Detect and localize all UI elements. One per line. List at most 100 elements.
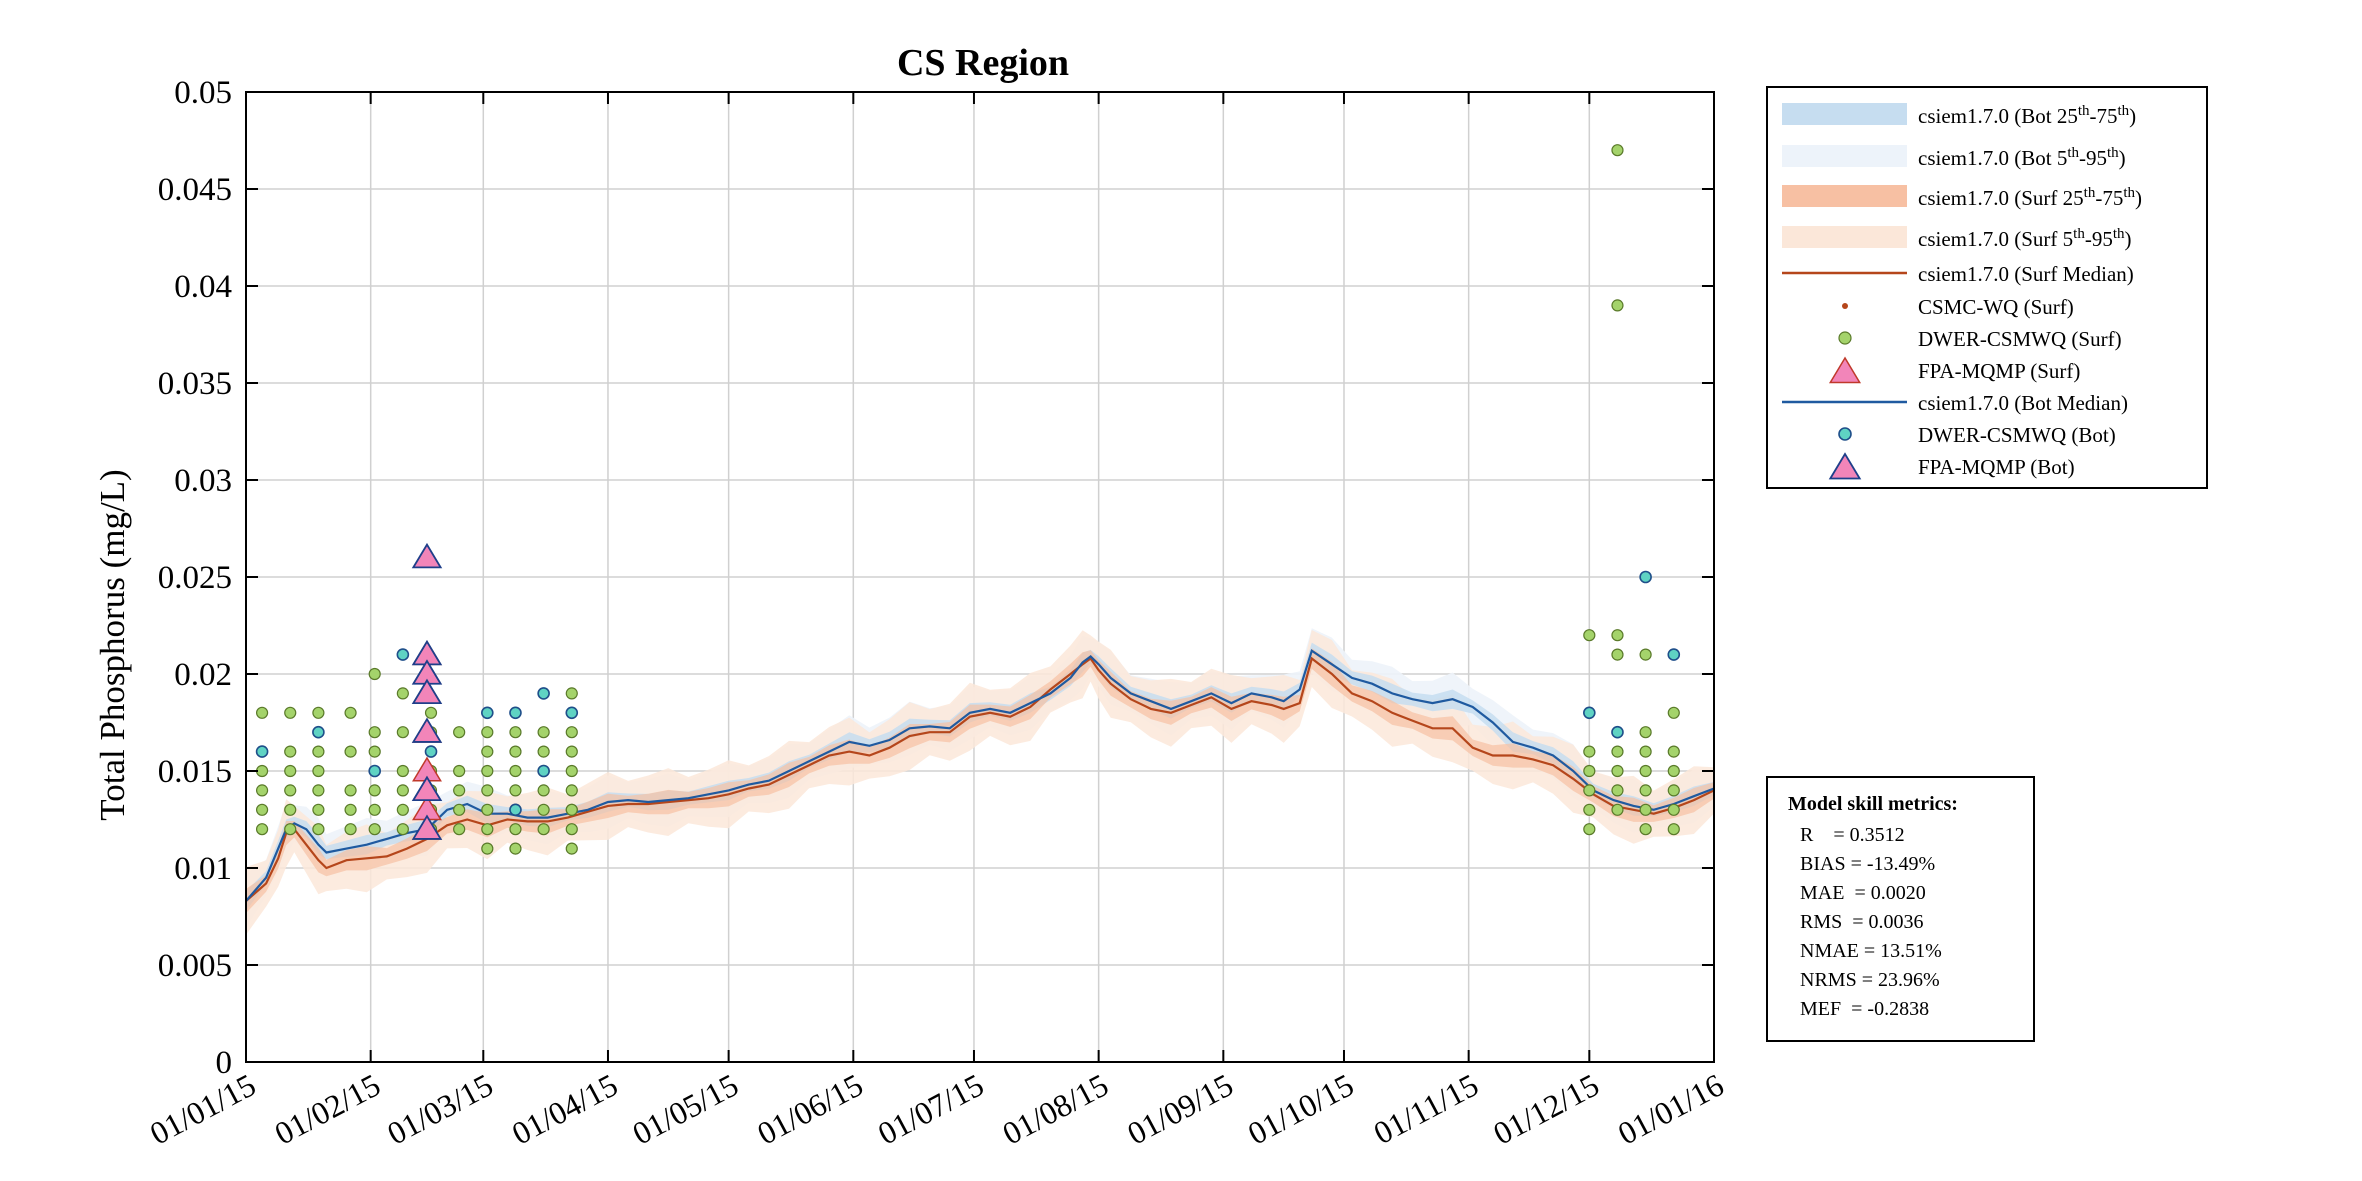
y-tick-label: 0.01 — [174, 851, 232, 887]
legend-label-part: csiem1.7.0 (Bot 5 — [1918, 146, 2067, 170]
legend-entry: DWER-CSMWQ (Surf) — [1838, 327, 2122, 351]
dwer-bot-point — [396, 648, 410, 661]
legend-swatch — [1782, 103, 1907, 125]
legend-entry: DWER-CSMWQ (Bot) — [1838, 423, 2116, 447]
dwer-surf-point — [453, 784, 466, 797]
metric-line: NRMS = 23.96% — [1800, 969, 1940, 991]
dwer-surf-point — [284, 784, 297, 797]
dwer-surf-point — [565, 726, 578, 739]
x-tick-label: 01/04/15 — [506, 1066, 623, 1151]
legend-entry: csiem1.7.0 (Surf 5th-95th) — [1782, 226, 2132, 251]
dwer-surf-point — [1667, 764, 1680, 778]
x-tick-label: 01/05/15 — [627, 1066, 744, 1151]
legend-label-part: ) — [2135, 186, 2142, 210]
dwer-surf-point — [396, 764, 409, 778]
legend-label-part: th — [2123, 185, 2135, 201]
dwer-surf-point — [1611, 629, 1624, 642]
legend-entry: FPA-MQMP (Surf) — [1828, 356, 2080, 384]
dwer-surf-point — [1583, 803, 1596, 816]
skill-metrics-box: Model skill metrics: R = 0.3512 BIAS = -1… — [1766, 776, 2035, 1042]
dwer-surf-point — [1583, 629, 1596, 642]
dwer-bot-point — [368, 764, 382, 778]
x-tick-label: 01/03/15 — [381, 1066, 498, 1151]
dwer-surf-point — [481, 745, 494, 758]
dwer-surf-point — [284, 764, 297, 778]
observation-markers — [255, 144, 1681, 855]
dwer-surf-point — [255, 706, 269, 719]
dwer-surf-point — [396, 803, 409, 816]
legend-label-part: -95 — [2085, 227, 2113, 251]
dwer-surf-point — [396, 687, 409, 700]
y-tick-label: 0.035 — [158, 366, 232, 402]
legend-label-part: th — [2084, 185, 2096, 201]
legend-label-part: -75 — [2090, 104, 2118, 128]
dwer-bot-point — [1639, 570, 1652, 584]
dwer-surf-point — [368, 784, 381, 797]
dwer-surf-point — [284, 706, 297, 719]
legend-entry: csiem1.7.0 (Bot Median) — [1782, 391, 2128, 415]
legend-label-part: th — [2107, 145, 2119, 161]
dwer-bot-point — [537, 687, 550, 700]
dwer-surf-point — [1667, 823, 1680, 836]
legend-label: DWER-CSMWQ (Surf) — [1918, 327, 2122, 351]
dwer-surf-point — [312, 784, 325, 797]
dwer-surf-point — [1667, 745, 1680, 758]
legend-entry: FPA-MQMP (Bot) — [1828, 452, 2075, 480]
dwer-surf-point — [396, 784, 409, 797]
x-tick-label: 01/08/15 — [997, 1066, 1114, 1151]
dwer-surf-point — [565, 842, 578, 855]
dwer-surf-point — [312, 823, 325, 836]
legend-label: csiem1.7.0 (Surf Median) — [1918, 262, 2134, 286]
percentile-bands — [246, 628, 1714, 935]
dwer-surf-point — [1639, 745, 1652, 758]
legend-label-part: ) — [2129, 104, 2136, 128]
legend-label: CSMC-WQ (Surf) — [1918, 295, 2074, 319]
dwer-surf-point — [1639, 803, 1652, 816]
dwer-surf-point — [1667, 706, 1680, 719]
dwer-surf-point — [453, 726, 466, 739]
dwer-surf-point — [537, 726, 550, 739]
dwer-bot-point — [1611, 725, 1624, 739]
legend-label-part: th — [2118, 103, 2130, 119]
dwer-surf-point — [1611, 648, 1624, 661]
fpa-bot-point — [411, 678, 443, 705]
legend-swatch — [1828, 452, 1862, 480]
dwer-surf-point — [368, 803, 381, 816]
legend-entry: csiem1.7.0 (Bot 25th-75th) — [1782, 103, 2136, 128]
dwer-surf-point — [537, 823, 550, 836]
dwer-surf-point — [1611, 764, 1624, 778]
metric-line: MAE = 0.0020 — [1800, 882, 1926, 904]
fpa-bot-point — [411, 717, 443, 743]
y-tick-label: 0.05 — [174, 75, 232, 111]
metric-line: RMS = 0.0036 — [1800, 911, 1924, 933]
legend-label: csiem1.7.0 (Surf 5th-95th) — [1918, 226, 2132, 251]
y-tick-label: 0.04 — [174, 269, 232, 305]
legend-label-part: th — [2073, 226, 2085, 242]
legend-label: csiem1.7.0 (Surf 25th-75th) — [1918, 185, 2142, 210]
dwer-surf-point — [565, 687, 578, 700]
dwer-surf-point — [1667, 784, 1680, 797]
dwer-surf-point — [255, 823, 269, 836]
dwer-surf-point — [509, 842, 522, 855]
band-surf-5-95 — [246, 630, 1714, 935]
dwer-bot-point — [312, 725, 325, 739]
fpa-bot-point — [411, 814, 443, 840]
dwer-surf-point — [284, 823, 297, 836]
fpa-bot-point — [411, 542, 443, 569]
dwer-surf-point — [1583, 823, 1596, 836]
x-tick-label: 01/06/15 — [751, 1066, 868, 1151]
legend-label-part: -95 — [2079, 146, 2107, 170]
dwer-surf-point — [396, 823, 409, 836]
dwer-surf-point — [312, 706, 325, 719]
legend-label: FPA-MQMP (Surf) — [1918, 359, 2080, 383]
dwer-bot-point — [424, 745, 438, 758]
dwer-surf-point — [453, 764, 466, 778]
y-tick-label: 0.045 — [158, 172, 232, 208]
dwer-bot-point — [537, 764, 550, 778]
y-tick-label: 0.02 — [174, 657, 232, 693]
dwer-surf-point — [1611, 144, 1624, 157]
legend-label-part: -75 — [2095, 186, 2123, 210]
dwer-surf-point — [1583, 784, 1596, 797]
dwer-surf-point — [1639, 764, 1652, 778]
